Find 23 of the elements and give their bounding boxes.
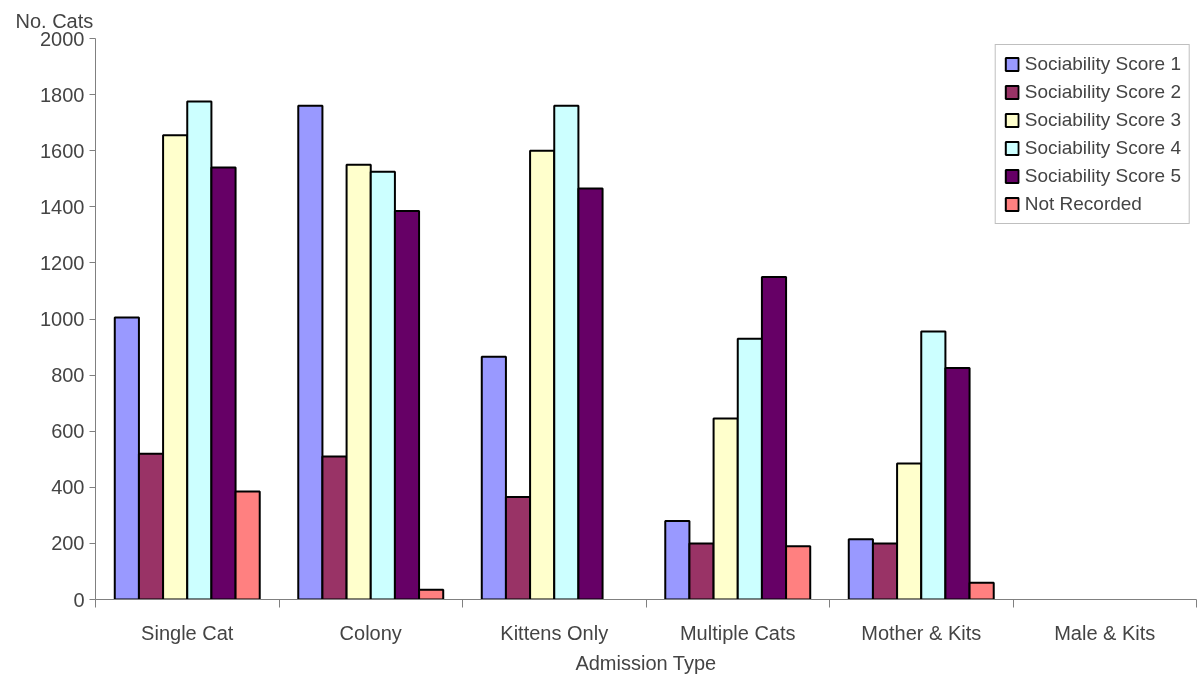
y-tick-label: 1600 [40,139,85,162]
y-tick-label: 0 [73,588,85,611]
y-tick-label: 800 [51,364,85,387]
legend-label: Sociability Score 4 [1024,137,1181,159]
x-axis-title: Admission Type [575,651,717,674]
legend-label: Sociability Score 2 [1024,81,1181,103]
x-tick-label: Colony [339,621,402,644]
y-tick-label: 200 [51,532,85,555]
y-tick-label: 1200 [40,251,85,274]
y-tick-label: 1000 [40,308,85,330]
x-tick-label: Single Cat [141,621,234,644]
y-tick-label: 600 [51,420,85,443]
legend-label: Not Recorded [1024,193,1142,215]
y-tick-label: 1800 [40,83,85,106]
x-tick-label: Multiple Cats [679,621,796,644]
legend-label: Sociability Score 5 [1024,165,1181,187]
y-tick-label: 1400 [40,195,85,218]
legend-label: Sociability Score 3 [1024,109,1181,131]
y-tick-label: 400 [51,476,85,499]
x-tick-label: Kittens Only [500,621,609,644]
legend-label: Sociability Score 1 [1024,53,1181,75]
x-tick-label: Mother & Kits [861,621,982,644]
x-tick-label: Male & Kits [1054,621,1156,644]
